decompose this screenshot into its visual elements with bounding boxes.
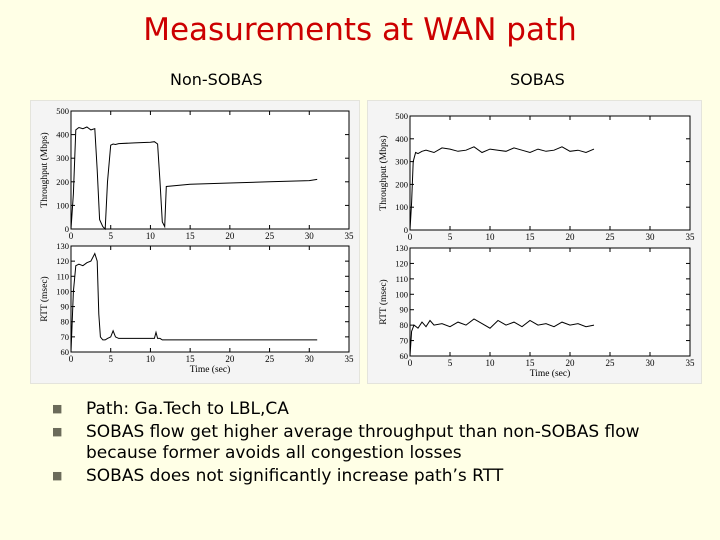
y-tick-label: 100: [395, 289, 408, 299]
x-tick-label: 0: [408, 358, 413, 368]
y-tick-label: 110: [57, 271, 69, 281]
y-tick-label: 80: [400, 320, 409, 330]
bullet-text: SOBAS does not significantly increase pa…: [86, 466, 504, 486]
y-tick-label: 80: [61, 317, 70, 327]
non-sobas-throughput-series-line: [70, 126, 318, 231]
x-tick-label: 0: [408, 232, 413, 242]
y-tick-label: 90: [61, 302, 70, 312]
y-tick-label: 200: [395, 179, 408, 189]
y-tick-label: 300: [395, 157, 408, 167]
y-tick-label: 400: [56, 130, 69, 140]
y-tick-label: 120: [395, 258, 408, 268]
bullet-item: ■ Path: Ga.Tech to LBL,CA: [52, 399, 712, 420]
y-tick-label: 130: [56, 241, 69, 251]
square-bullet-icon: ■: [52, 469, 63, 482]
x-tick-label: 35: [686, 232, 696, 242]
x-axis-label: Time (sec): [190, 364, 231, 375]
sobas-label: SOBAS: [510, 70, 565, 89]
x-tick-label: 0: [69, 354, 74, 364]
sobas-rtt-panel: 0 5 10 15 20 25 30 35 60 70 80 90 100 110 120 130 RTT (m…: [378, 243, 695, 379]
bullet-list: ■ Path: Ga.Tech to LBL,CA ■ SOBAS flow get…: [52, 399, 712, 489]
slide-title: Measurements at WAN path: [143, 12, 577, 48]
x-tick-label: 5: [108, 354, 113, 364]
x-tick-label: 5: [448, 232, 453, 242]
x-tick-label: 20: [225, 354, 235, 364]
x-tick-label: 30: [646, 358, 656, 368]
x-tick-label: 0: [69, 231, 74, 241]
x-tick-label: 10: [146, 354, 156, 364]
y-tick-label: 130: [395, 243, 408, 253]
y-axis-label: RTT (msec): [378, 279, 389, 324]
x-tick-label: 25: [606, 358, 616, 368]
y-tick-label: 110: [396, 274, 408, 284]
x-tick-label: 10: [486, 358, 496, 368]
bullet-text: SOBAS flow get higher average throughput…: [86, 422, 640, 463]
y-tick-label: 300: [56, 153, 69, 163]
non-sobas-throughput-plot-area: [70, 110, 350, 230]
non-sobas-rtt-series-line: [70, 252, 318, 353]
sobas-rtt-series-line: [409, 318, 595, 357]
y-tick-label: 100: [56, 286, 69, 296]
x-tick-label: 15: [186, 354, 196, 364]
non-sobas-rtt-plot-area: [70, 245, 350, 353]
x-tick-label: 5: [108, 231, 113, 241]
y-tick-label: 400: [395, 134, 408, 144]
y-tick-label: 90: [400, 305, 409, 315]
bullet-item: ■ SOBAS flow get higher average throughpu…: [52, 422, 712, 464]
square-bullet-icon: ■: [52, 425, 63, 438]
bullet-text: Path: Ga.Tech to LBL,CA: [86, 399, 289, 419]
sobas-throughput-series-line: [409, 146, 595, 231]
y-tick-label: 70: [61, 332, 70, 342]
x-tick-label: 20: [566, 232, 576, 242]
x-tick-label: 35: [686, 358, 696, 368]
sobas-figure: 0 5 10 15 20 25 30 35 0 100 200 300 400 500 Throughput…: [367, 100, 702, 384]
y-tick-label: 500: [56, 106, 69, 116]
y-tick-label: 100: [56, 200, 69, 210]
x-tick-label: 25: [265, 231, 275, 241]
x-tick-label: 35: [345, 354, 355, 364]
x-tick-label: 5: [448, 358, 453, 368]
y-tick-label: 200: [56, 177, 69, 187]
non-sobas-figure: 0 5 10 15 20 25 30 35 0 100 200 300 400 500 Throughput…: [30, 100, 360, 384]
y-tick-label: 0: [404, 225, 408, 235]
x-tick-label: 15: [186, 231, 196, 241]
y-tick-label: 60: [400, 351, 409, 361]
y-tick-label: 120: [56, 256, 69, 266]
x-tick-label: 25: [606, 232, 616, 242]
y-tick-label: 60: [61, 347, 70, 357]
x-tick-label: 10: [146, 231, 156, 241]
y-tick-label: 500: [395, 111, 408, 121]
x-tick-label: 20: [225, 231, 235, 241]
y-tick-label: 0: [65, 224, 69, 234]
bullet-item: ■ SOBAS does not significantly increase p…: [52, 466, 712, 487]
y-tick-label: 70: [400, 336, 409, 346]
x-tick-label: 15: [526, 232, 536, 242]
x-tick-label: 35: [345, 231, 355, 241]
y-axis-label: RTT (msec): [39, 276, 50, 321]
x-tick-label: 20: [566, 358, 576, 368]
x-axis-label: Time (sec): [530, 368, 571, 379]
square-bullet-icon: ■: [52, 402, 63, 415]
sobas-chart-svg: 0 5 10 15 20 25 30 350100200300400500Throughput…: [378, 111, 695, 379]
sobas-throughput-panel: 0 5 10 15 20 25 30 35 0 100 200 300 400 500 Throughput…: [378, 111, 695, 242]
non-sobas-rtt-panel: 0 5 10 15 20 25 30 35 60 70 80 90 100 110 120 130 RTT (m…: [39, 241, 354, 375]
x-tick-label: 10: [486, 232, 496, 242]
x-tick-label: 30: [646, 232, 656, 242]
y-axis-label: Throughput (Mbps): [39, 132, 50, 207]
x-tick-label: 25: [265, 354, 275, 364]
x-tick-label: 15: [526, 358, 536, 368]
non-sobas-chart-svg: 0 5 10 15 20 25 30 350100200300400500Throughput…: [39, 106, 354, 375]
sobas-throughput-plot-area: [409, 115, 691, 231]
y-tick-label: 100: [395, 202, 408, 212]
x-tick-label: 30: [305, 231, 315, 241]
sobas-rtt-plot-area: [409, 247, 691, 357]
non-sobas-throughput-panel: 0 5 10 15 20 25 30 35 0 100 200 300 400 500 Throughput…: [39, 106, 354, 241]
x-tick-label: 30: [305, 354, 315, 364]
y-axis-label: Throughput (Mbps): [378, 135, 389, 210]
non-sobas-label: Non-SOBAS: [170, 70, 263, 89]
